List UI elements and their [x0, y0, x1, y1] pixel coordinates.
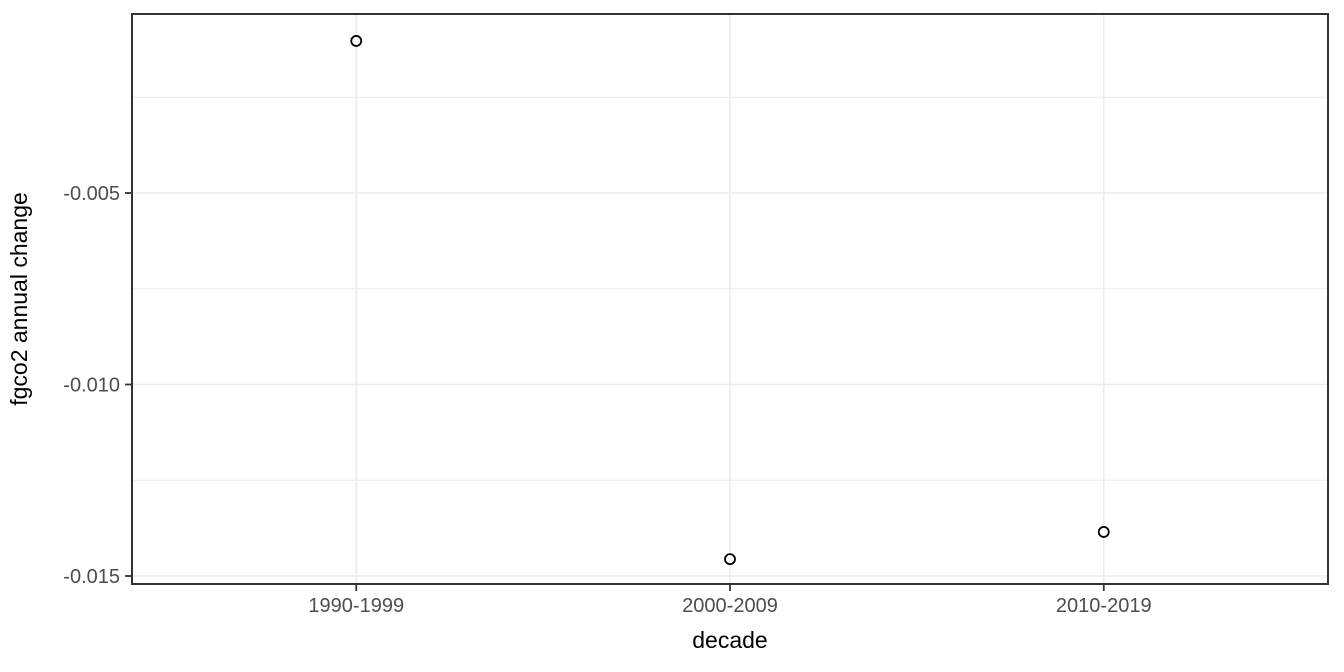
- y-tick-label: -0.010: [63, 375, 120, 397]
- y-tick-label: -0.005: [63, 183, 120, 205]
- x-tick-label: 2000-2009: [682, 595, 778, 617]
- data-point: [724, 553, 736, 566]
- y-tick-label: -0.015: [63, 566, 120, 588]
- data-point: [1097, 526, 1110, 538]
- y-axis-title: fgco2 annual change: [6, 192, 32, 406]
- x-tick-label: 2010-2019: [1056, 595, 1152, 617]
- x-tick-label: 1990-1999: [308, 595, 404, 617]
- x-axis-title: decade: [692, 627, 767, 653]
- plot-area: -0.005 -0.010 -0.015 1990-1999 2000-2009 2010…: [63, 13, 1329, 617]
- data-point: [350, 35, 363, 47]
